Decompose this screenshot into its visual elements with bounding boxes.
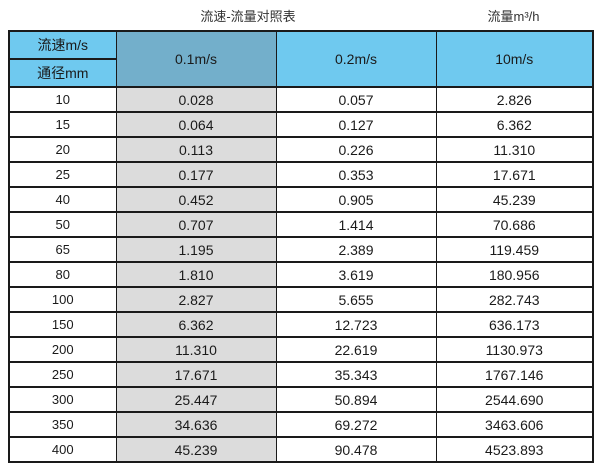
title-bar: 流速-流量对照表 流量m³/h (0, 0, 600, 30)
value-cell: 1.810 (115, 261, 277, 288)
diameter-cell: 350 (8, 411, 117, 438)
diameter-cell: 25 (8, 161, 117, 188)
value-cell: 0.127 (275, 111, 437, 138)
value-cell: 3463.606 (435, 411, 594, 438)
diameter-cell: 40 (8, 186, 117, 213)
value-cell: 70.686 (435, 211, 594, 238)
corner-velocity-label: 流速m/s (8, 30, 117, 60)
table-row: 100 2.827 5.655 282.743 (8, 286, 594, 313)
value-cell: 34.636 (115, 411, 277, 438)
value-cell: 11.310 (115, 336, 277, 363)
value-cell: 6.362 (435, 111, 594, 138)
value-cell: 1.414 (275, 211, 437, 238)
flow-rate-table: 流速m/s 0.1m/s 0.2m/s 10m/s 通径mm 10 0.028 … (8, 30, 594, 463)
value-cell: 0.226 (275, 136, 437, 163)
table-row: 80 1.810 3.619 180.956 (8, 261, 594, 288)
value-cell: 35.343 (275, 361, 437, 388)
table-row: 40 0.452 0.905 45.239 (8, 186, 594, 213)
value-cell: 4523.893 (435, 436, 594, 463)
table-row: 250 17.671 35.343 1767.146 (8, 361, 594, 388)
value-cell: 0.707 (115, 211, 277, 238)
table-row: 50 0.707 1.414 70.686 (8, 211, 594, 238)
table-row: 350 34.636 69.272 3463.606 (8, 411, 594, 438)
value-cell: 25.447 (115, 386, 277, 413)
value-cell: 1130.973 (435, 336, 594, 363)
diameter-cell: 200 (8, 336, 117, 363)
value-cell: 2544.690 (435, 386, 594, 413)
diameter-cell: 20 (8, 136, 117, 163)
value-cell: 45.239 (435, 186, 594, 213)
value-cell: 11.310 (435, 136, 594, 163)
value-cell: 0.064 (115, 111, 277, 138)
value-cell: 2.826 (435, 86, 594, 113)
diameter-cell: 50 (8, 211, 117, 238)
value-cell: 119.459 (435, 236, 594, 263)
value-cell: 0.057 (275, 86, 437, 113)
column-header-0-2ms: 0.2m/s (275, 30, 437, 88)
value-cell: 0.905 (275, 186, 437, 213)
table-row: 20 0.113 0.226 11.310 (8, 136, 594, 163)
column-header-10ms: 10m/s (435, 30, 594, 88)
value-cell: 0.113 (115, 136, 277, 163)
table-row: 300 25.447 50.894 2544.690 (8, 386, 594, 413)
value-cell: 1767.146 (435, 361, 594, 388)
value-cell: 282.743 (435, 286, 594, 313)
value-cell: 636.173 (435, 311, 594, 338)
value-cell: 2.389 (275, 236, 437, 263)
value-cell: 22.619 (275, 336, 437, 363)
column-header-0-1ms: 0.1m/s (115, 30, 277, 88)
table-row: 400 45.239 90.478 4523.893 (8, 436, 594, 463)
value-cell: 12.723 (275, 311, 437, 338)
diameter-cell: 15 (8, 111, 117, 138)
value-cell: 0.028 (115, 86, 277, 113)
value-cell: 180.956 (435, 261, 594, 288)
value-cell: 90.478 (275, 436, 437, 463)
value-cell: 0.452 (115, 186, 277, 213)
diameter-cell: 10 (8, 86, 117, 113)
diameter-cell: 300 (8, 386, 117, 413)
table-row: 200 11.310 22.619 1130.973 (8, 336, 594, 363)
table-row: 150 6.362 12.723 636.173 (8, 311, 594, 338)
value-cell: 0.177 (115, 161, 277, 188)
table-row: 10 0.028 0.057 2.826 (8, 86, 594, 113)
table-title: 流速-流量对照表 (200, 9, 296, 24)
header-row-top: 流速m/s 0.1m/s 0.2m/s 10m/s (8, 30, 594, 88)
diameter-cell: 65 (8, 236, 117, 263)
corner-diameter-label: 通径mm (8, 58, 117, 88)
diameter-cell: 100 (8, 286, 117, 313)
value-cell: 69.272 (275, 411, 437, 438)
value-cell: 3.619 (275, 261, 437, 288)
value-cell: 2.827 (115, 286, 277, 313)
table-row: 25 0.177 0.353 17.671 (8, 161, 594, 188)
diameter-cell: 80 (8, 261, 117, 288)
value-cell: 6.362 (115, 311, 277, 338)
diameter-cell: 250 (8, 361, 117, 388)
value-cell: 5.655 (275, 286, 437, 313)
header-row-bottom: 通径mm (8, 58, 593, 88)
value-cell: 45.239 (115, 436, 277, 463)
table-row: 65 1.195 2.389 119.459 (8, 236, 594, 263)
diameter-cell: 400 (8, 436, 117, 463)
diameter-cell: 150 (8, 311, 117, 338)
value-cell: 17.671 (435, 161, 594, 188)
value-cell: 0.353 (275, 161, 437, 188)
flow-unit-label: 流量m³/h (487, 9, 540, 24)
value-cell: 1.195 (115, 236, 277, 263)
value-cell: 50.894 (275, 386, 437, 413)
value-cell: 17.671 (115, 361, 277, 388)
table-row: 15 0.064 0.127 6.362 (8, 111, 594, 138)
